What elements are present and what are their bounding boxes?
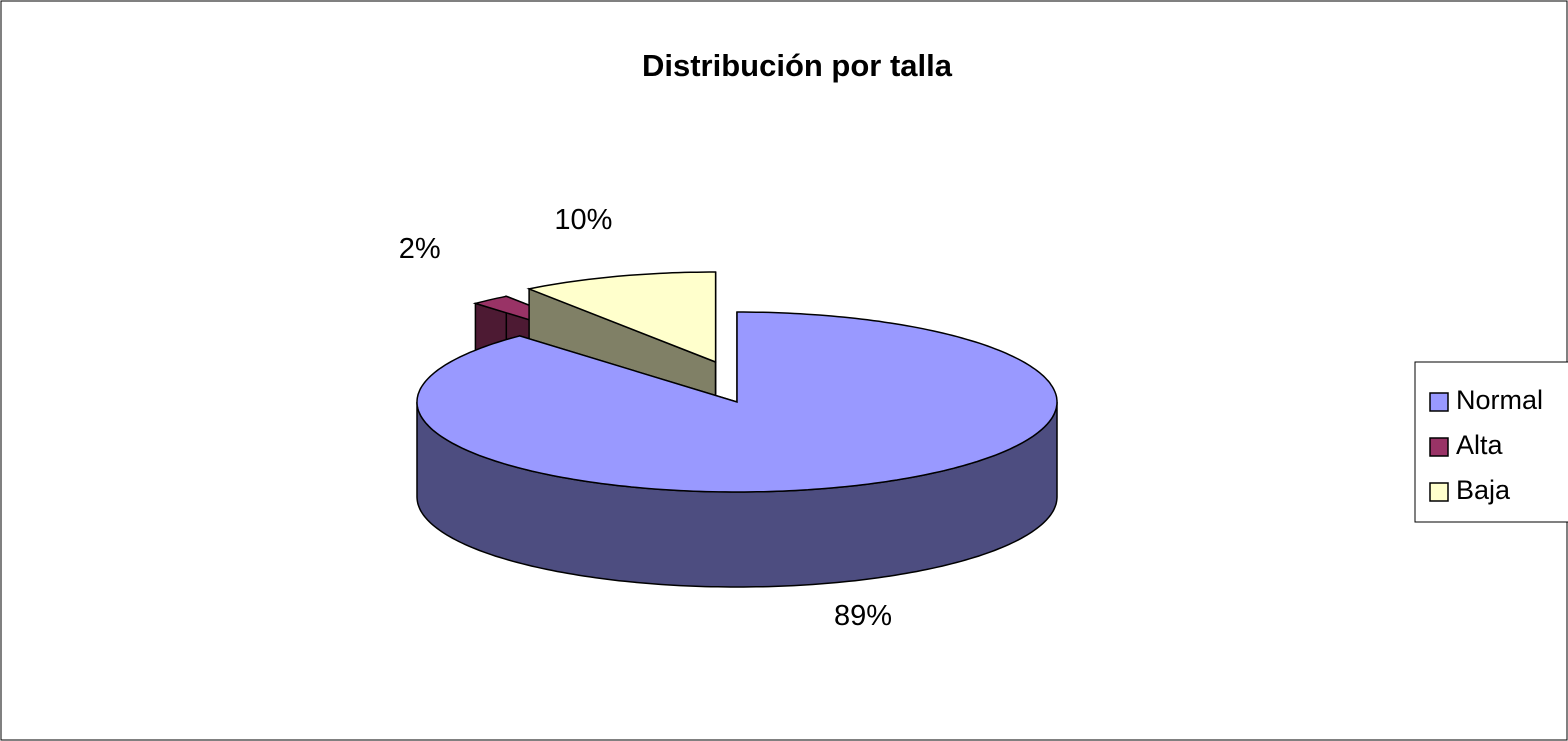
legend-label: Baja: [1456, 475, 1511, 505]
data-label: 2%: [399, 233, 441, 265]
legend-swatch: [1429, 437, 1449, 457]
legend-swatch: [1429, 392, 1449, 412]
data-label: 10%: [554, 204, 612, 236]
data-label: 89%: [834, 600, 892, 632]
legend-label: Normal: [1456, 385, 1543, 415]
legend-swatch: [1429, 482, 1449, 502]
slice-top: [526, 271, 717, 364]
slice-top: [416, 311, 1058, 493]
chart-title: Distribución por talla: [642, 48, 953, 83]
legend-label: Alta: [1456, 430, 1504, 460]
